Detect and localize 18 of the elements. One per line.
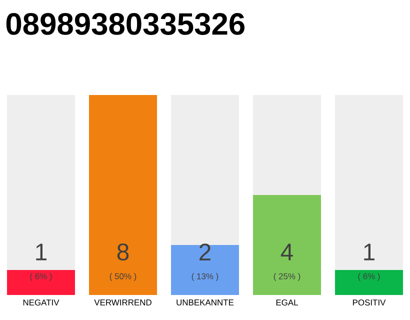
data-label: 8	[117, 244, 129, 260]
data-label: 1	[364, 244, 374, 260]
data-label: 2	[200, 244, 210, 260]
x-tick-label: UNBEKANNTE	[176, 300, 234, 306]
x-tick-label: NEGATIV	[23, 300, 60, 306]
x-tick-label: POSITIV	[352, 300, 386, 306]
x-tick-label: EGAL	[276, 300, 298, 306]
annotation: ( 50% )	[110, 273, 136, 281]
data-label: 1	[36, 244, 46, 260]
annotation: ( 13% )	[192, 273, 218, 281]
annotation: ( 6% )	[30, 273, 52, 281]
x-tick-label: VERWIRREND	[94, 300, 152, 306]
annotation: ( 25% )	[274, 273, 300, 281]
data-label: 4	[280, 244, 293, 260]
bar	[335, 270, 404, 295]
bar	[7, 270, 75, 295]
chart-title: 08989380335326	[6, 13, 244, 35]
annotation: ( 6% )	[358, 273, 380, 281]
